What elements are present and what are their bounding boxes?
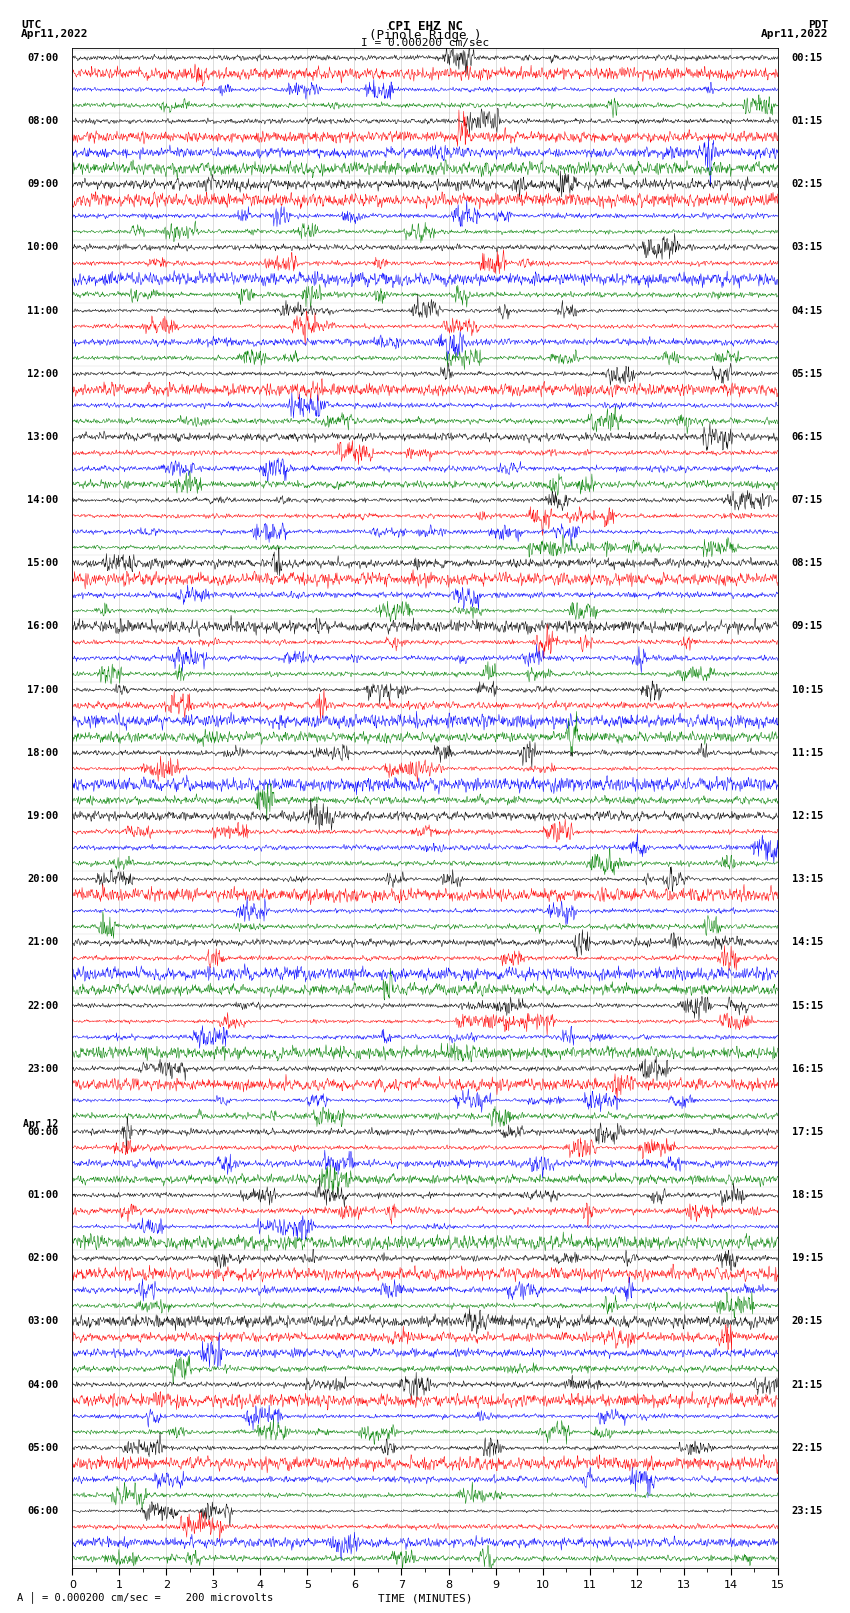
Text: 09:15: 09:15: [792, 621, 823, 631]
Text: 14:15: 14:15: [792, 937, 823, 947]
Text: 02:00: 02:00: [27, 1253, 58, 1263]
Text: Apr 12: Apr 12: [23, 1119, 58, 1129]
Text: 11:15: 11:15: [792, 748, 823, 758]
Text: 02:15: 02:15: [792, 179, 823, 189]
Text: 08:00: 08:00: [27, 116, 58, 126]
Text: 13:00: 13:00: [27, 432, 58, 442]
Text: 20:15: 20:15: [792, 1316, 823, 1326]
Text: 10:15: 10:15: [792, 684, 823, 695]
Text: 20:00: 20:00: [27, 874, 58, 884]
Text: 18:15: 18:15: [792, 1190, 823, 1200]
Text: 13:15: 13:15: [792, 874, 823, 884]
Text: A │ = 0.000200 cm/sec =    200 microvolts: A │ = 0.000200 cm/sec = 200 microvolts: [17, 1592, 273, 1603]
Text: 15:00: 15:00: [27, 558, 58, 568]
Text: 07:15: 07:15: [792, 495, 823, 505]
Text: PDT: PDT: [808, 19, 829, 31]
Text: 21:00: 21:00: [27, 937, 58, 947]
Text: CPI EHZ NC: CPI EHZ NC: [388, 19, 462, 34]
Text: 21:15: 21:15: [792, 1379, 823, 1390]
Text: 16:15: 16:15: [792, 1063, 823, 1074]
Text: 03:00: 03:00: [27, 1316, 58, 1326]
Text: Apr11,2022: Apr11,2022: [762, 29, 829, 39]
Text: (Pinole Ridge ): (Pinole Ridge ): [369, 29, 481, 42]
Text: 23:15: 23:15: [792, 1507, 823, 1516]
Text: 22:15: 22:15: [792, 1442, 823, 1453]
Text: 01:15: 01:15: [792, 116, 823, 126]
Text: 11:00: 11:00: [27, 305, 58, 316]
Text: 22:00: 22:00: [27, 1000, 58, 1011]
Text: 05:00: 05:00: [27, 1442, 58, 1453]
Text: 16:00: 16:00: [27, 621, 58, 631]
Text: 04:15: 04:15: [792, 305, 823, 316]
Text: 03:15: 03:15: [792, 242, 823, 252]
Text: 09:00: 09:00: [27, 179, 58, 189]
Text: 14:00: 14:00: [27, 495, 58, 505]
Text: 15:15: 15:15: [792, 1000, 823, 1011]
Text: 23:00: 23:00: [27, 1063, 58, 1074]
Text: 17:00: 17:00: [27, 684, 58, 695]
Text: 00:00: 00:00: [27, 1127, 58, 1137]
Text: 10:00: 10:00: [27, 242, 58, 252]
X-axis label: TIME (MINUTES): TIME (MINUTES): [377, 1594, 473, 1603]
Text: 19:00: 19:00: [27, 811, 58, 821]
Text: 01:00: 01:00: [27, 1190, 58, 1200]
Text: 00:15: 00:15: [792, 53, 823, 63]
Text: 19:15: 19:15: [792, 1253, 823, 1263]
Text: 12:15: 12:15: [792, 811, 823, 821]
Text: I = 0.000200 cm/sec: I = 0.000200 cm/sec: [361, 37, 489, 48]
Text: Apr11,2022: Apr11,2022: [21, 29, 88, 39]
Text: 04:00: 04:00: [27, 1379, 58, 1390]
Text: 08:15: 08:15: [792, 558, 823, 568]
Text: 06:15: 06:15: [792, 432, 823, 442]
Text: 18:00: 18:00: [27, 748, 58, 758]
Text: 06:00: 06:00: [27, 1507, 58, 1516]
Text: 12:00: 12:00: [27, 369, 58, 379]
Text: UTC: UTC: [21, 19, 42, 31]
Text: 05:15: 05:15: [792, 369, 823, 379]
Text: 07:00: 07:00: [27, 53, 58, 63]
Text: 17:15: 17:15: [792, 1127, 823, 1137]
